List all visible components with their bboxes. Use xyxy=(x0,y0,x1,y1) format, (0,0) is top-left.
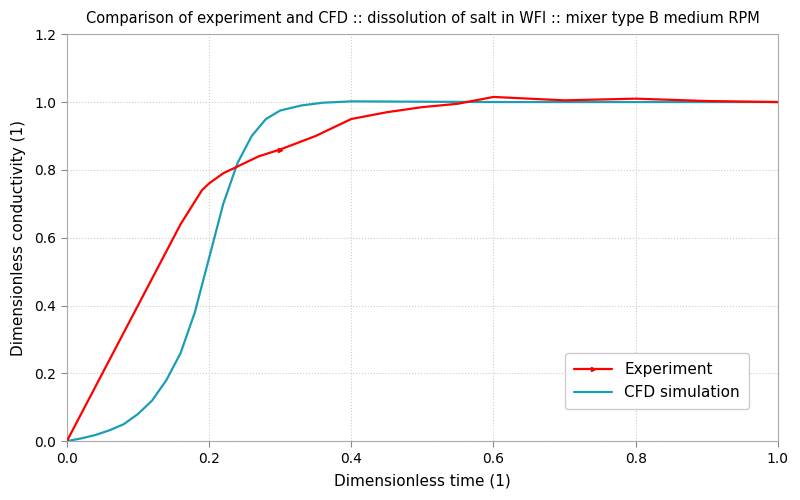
Experiment xyxy=(176,221,186,227)
CFD simulation xyxy=(346,98,356,104)
Experiment xyxy=(154,262,164,268)
Experiment xyxy=(275,146,285,152)
CFD simulation xyxy=(105,428,114,434)
CFD simulation xyxy=(190,310,200,316)
Experiment xyxy=(98,370,107,376)
Experiment xyxy=(346,116,356,122)
CFD simulation xyxy=(119,421,129,427)
Experiment xyxy=(218,170,228,176)
Experiment xyxy=(204,180,214,186)
Experiment xyxy=(197,187,206,193)
Experiment xyxy=(254,154,264,160)
CFD simulation xyxy=(162,377,171,383)
Experiment xyxy=(453,100,462,106)
CFD simulation xyxy=(147,398,157,404)
Line: Experiment: Experiment xyxy=(65,95,780,443)
X-axis label: Dimensionless time (1): Dimensionless time (1) xyxy=(334,474,510,489)
CFD simulation xyxy=(275,108,285,114)
CFD simulation xyxy=(318,100,328,105)
Legend: Experiment, CFD simulation: Experiment, CFD simulation xyxy=(565,353,749,409)
CFD simulation xyxy=(204,255,214,261)
Experiment xyxy=(560,98,570,103)
Experiment xyxy=(418,104,427,110)
Experiment xyxy=(311,133,321,139)
Y-axis label: Dimensionless conductivity (1): Dimensionless conductivity (1) xyxy=(11,120,26,356)
Experiment xyxy=(489,94,498,100)
CFD simulation xyxy=(702,99,711,105)
Title: Comparison of experiment and CFD :: dissolution of salt in WFI :: mixer type B m: Comparison of experiment and CFD :: diss… xyxy=(86,11,759,26)
Experiment xyxy=(524,96,534,102)
CFD simulation xyxy=(631,99,641,105)
Experiment xyxy=(233,164,242,170)
CFD simulation xyxy=(133,411,142,417)
Line: CFD simulation: CFD simulation xyxy=(67,102,778,441)
Experiment xyxy=(119,330,129,336)
Experiment xyxy=(76,411,86,417)
CFD simulation xyxy=(247,133,257,139)
CFD simulation xyxy=(90,432,100,438)
CFD simulation xyxy=(176,350,186,356)
CFD simulation xyxy=(297,102,306,108)
CFD simulation xyxy=(233,160,242,166)
CFD simulation xyxy=(773,99,782,105)
Experiment xyxy=(133,302,142,308)
CFD simulation xyxy=(62,438,72,444)
Experiment xyxy=(773,99,782,105)
CFD simulation xyxy=(218,201,228,207)
Experiment xyxy=(631,96,641,102)
CFD simulation xyxy=(418,98,427,104)
CFD simulation xyxy=(261,116,270,122)
Experiment xyxy=(382,109,392,115)
Experiment xyxy=(702,98,711,104)
CFD simulation xyxy=(76,436,86,442)
CFD simulation xyxy=(489,99,498,105)
CFD simulation xyxy=(69,437,78,443)
CFD simulation xyxy=(560,99,570,105)
Experiment xyxy=(62,438,72,444)
